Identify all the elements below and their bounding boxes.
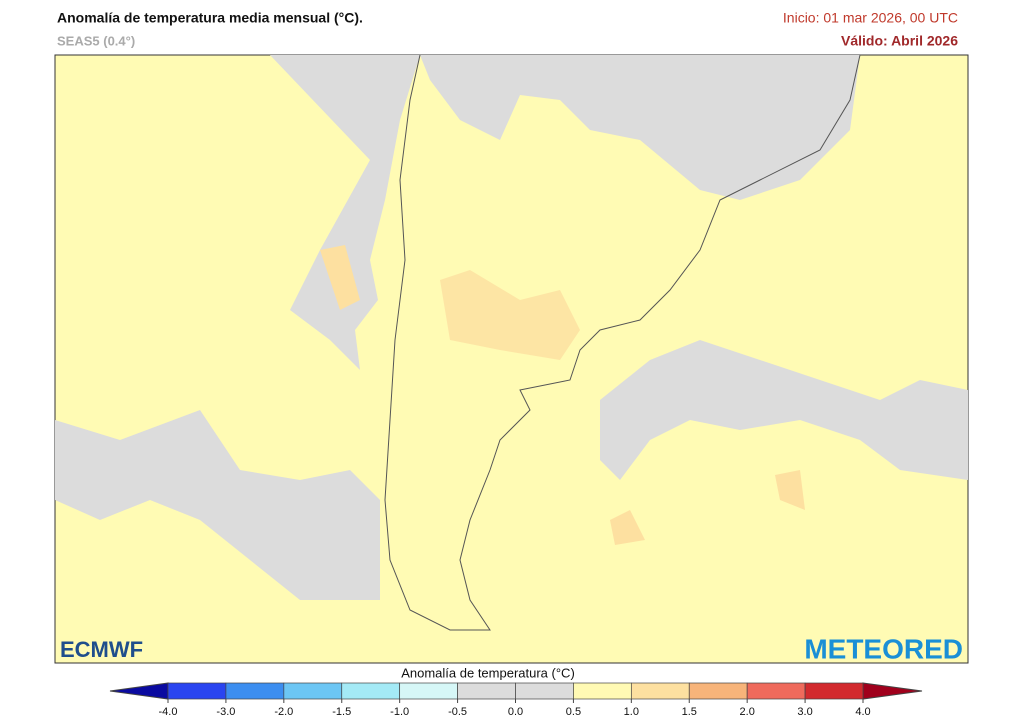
- meteored-logo: METEORED: [804, 633, 963, 664]
- colorbar-segment: [283, 682, 343, 700]
- colorbar-tick-label: 0.5: [566, 706, 581, 718]
- colorbar-tick-label: -0.5: [448, 706, 467, 718]
- colorbar-segment: [688, 682, 748, 700]
- colorbar-over: [862, 682, 923, 700]
- colorbar-tick-label: -2.0: [274, 706, 293, 718]
- colorbar-tick-label: 2.0: [740, 706, 755, 718]
- warm-anomaly: [610, 510, 645, 545]
- colorbar-segment: [457, 682, 516, 700]
- colorbar-segment: [573, 682, 632, 700]
- coastline: [384, 54, 861, 631]
- colorbar-tick-label: -1.0: [390, 706, 409, 718]
- colorbar: -4.0 -3.0 -2.0 -1.5 -1.0 -0.5 0.0 0.5 1.0 1.5 2.0 3…: [109, 682, 923, 718]
- colorbar-tick-label: 1.0: [624, 706, 639, 718]
- colorbar-tick-label: -4.0: [159, 706, 178, 718]
- ocean-neutral: [600, 340, 968, 480]
- colorbar-tick-label: 4.0: [855, 706, 870, 718]
- subtitle: SEAS5 (0.4°): [57, 33, 135, 48]
- colorbar-title: Anomalía de temperatura (°C): [401, 665, 575, 680]
- colorbar-segment: [746, 682, 806, 700]
- warm-anomaly: [775, 470, 805, 510]
- map: ECMWF METEORED: [54, 54, 969, 664]
- colorbar-tick-label: 3.0: [797, 706, 812, 718]
- colorbar-tick-label: -3.0: [216, 706, 235, 718]
- colorbar-segment: [341, 682, 401, 700]
- colorbar-tick-label: 1.5: [682, 706, 697, 718]
- init-date: Inicio: 01 mar 2026, 00 UTC: [783, 10, 958, 26]
- colorbar-segment: [167, 682, 227, 700]
- colorbar-segment: [399, 682, 458, 700]
- warm-anomaly: [440, 270, 580, 360]
- valid-date: Válido: Abril 2026: [841, 33, 958, 49]
- colorbar-under: [109, 682, 169, 700]
- colorbar-segment: [804, 682, 864, 700]
- colorbar-tick-label: 0.0: [508, 706, 523, 718]
- colorbar-segment: [630, 682, 690, 700]
- land-neutral: [420, 55, 860, 200]
- colorbar-segment: [515, 682, 574, 700]
- colorbar-tick-label: -1.5: [332, 706, 351, 718]
- ocean-neutral: [270, 55, 420, 370]
- ocean-neutral: [55, 410, 380, 600]
- colorbar-segment: [225, 682, 285, 700]
- ecmwf-logo: ECMWF: [60, 637, 143, 662]
- warm-anomaly: [320, 245, 360, 310]
- title: Anomalía de temperatura media mensual (°…: [57, 10, 363, 26]
